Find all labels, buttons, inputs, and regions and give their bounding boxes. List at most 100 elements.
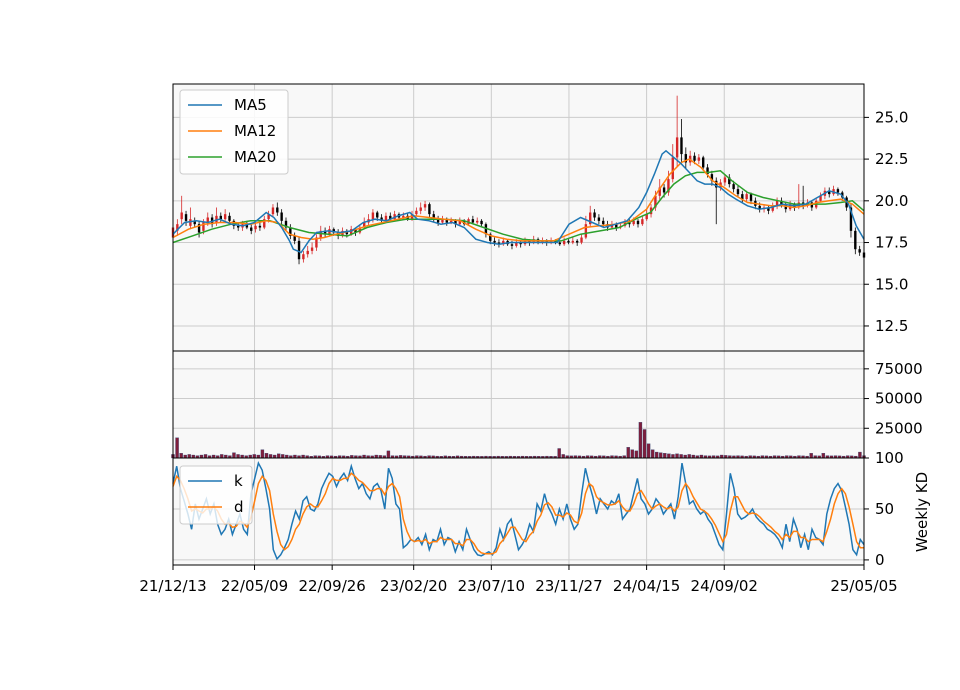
legend-label-k: k [234,472,243,490]
candle-body [306,250,309,255]
candle-body [250,227,253,231]
volume-bar [809,453,813,459]
x-tick-label: 22/05/09 [221,577,288,595]
candle-body [584,224,588,238]
candle-body [836,189,840,193]
price-y-tick-label: 25.0 [875,108,908,126]
candle-body [415,210,418,215]
legend-label-ma5: MA5 [234,96,267,114]
candle-body [697,157,701,161]
price-panel [171,95,866,265]
candle-body [775,200,779,206]
x-tick-label: 23/07/10 [458,577,525,595]
candle-body [662,187,666,193]
candle-body [680,137,683,155]
price-y-tick-label: 12.5 [875,317,908,335]
candle-body [758,205,761,210]
volume-bar [236,454,240,459]
kd-y-tick-label: 50 [875,500,894,518]
volume-bar [187,454,191,459]
volume-y-tick-label: 25000 [875,419,923,437]
candle-body [715,180,718,188]
candle-body [780,200,783,205]
candle-body [710,174,714,181]
candle-body [189,219,192,226]
candle-body [728,177,731,185]
volume-bar [264,453,269,459]
candle-body [723,177,727,183]
candle-body [684,154,688,163]
volume-bar [626,447,630,459]
candle-body [702,157,705,168]
candle-body [354,229,357,233]
candle-body [445,219,448,223]
candle-body [254,225,257,230]
candle-body [593,212,596,218]
candle-body [184,214,188,221]
volume-bar [655,451,659,459]
volume-bar [687,454,691,459]
candle-body [571,240,575,243]
volume-bar [821,453,826,459]
candle-body [671,157,674,180]
candle-body [493,240,496,243]
volume-bar [650,449,655,459]
volume-bar [175,437,179,459]
candle-body [602,220,605,225]
volume-bar [557,448,561,459]
candle-body [419,207,422,211]
volume-bar [858,451,862,459]
candle-body [636,220,640,225]
candle-body [206,217,209,223]
candle-body [502,240,505,245]
legend-label-d: d [234,498,244,516]
candle-body [615,224,618,228]
candle-body [549,240,553,243]
candle-body [289,227,292,236]
d-line [172,472,864,555]
candle-body [480,220,483,225]
candle-body [376,212,379,218]
volume-bar [671,454,675,459]
candle-body [454,220,457,225]
kd-axis-label: Weekly KD [913,472,931,552]
candle-body [641,219,644,225]
legend-label-ma20: MA20 [234,148,276,166]
price-y-tick-label: 20.0 [875,192,908,210]
candle-body [271,207,275,215]
candle-body [858,249,861,253]
candle-body [323,230,327,235]
candle-body [545,240,548,243]
candle-body [658,187,661,196]
kd-legend: k d [179,465,253,525]
price-legend-box [179,89,289,175]
kd-panel [172,461,865,561]
candle-body [297,240,301,260]
volume-bar [220,454,224,459]
x-tick-label: 22/09/26 [298,577,365,595]
candle-body [176,224,179,231]
candle-body [528,240,531,243]
candle-body [654,195,657,208]
candle-body [193,220,196,225]
candle-body [706,167,709,175]
candle-body [810,202,814,208]
candle-body [332,229,335,233]
candle-body [484,224,488,235]
candle-body [236,225,240,228]
x-tick-label: 21/12/13 [139,577,206,595]
volume-bar [663,453,667,459]
candle-body [628,222,631,225]
volume-panel [171,422,866,459]
candle-body [315,237,318,248]
candle-body [667,179,670,193]
candle-body [302,254,305,260]
candle-body [675,137,679,158]
candle-body [384,215,388,221]
candle-body [819,195,822,201]
volume-bar [642,429,647,459]
candle-body [558,242,561,245]
volume-bar [679,454,683,459]
x-tick-label: 24/09/02 [691,577,758,595]
volume-bar [675,453,679,459]
